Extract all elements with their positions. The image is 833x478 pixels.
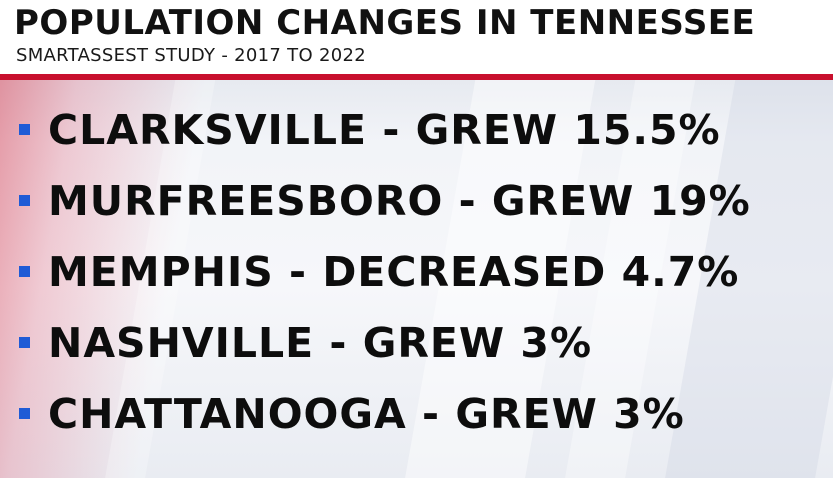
square-bullet-icon: [19, 408, 30, 419]
list-item: NASHVILLE - GREW 3%: [0, 313, 833, 384]
square-bullet-icon: [19, 124, 30, 135]
list-item: MURFREESBORO - GREW 19%: [0, 171, 833, 242]
list-item-text: MURFREESBORO - GREW 19%: [48, 177, 751, 225]
list-item: CLARKSVILLE - GREW 15.5%: [0, 100, 833, 171]
accent-bar: [0, 74, 833, 80]
list-item: MEMPHIS - DECREASED 4.7%: [0, 242, 833, 313]
page-subtitle: SMARTASSEST STUDY - 2017 TO 2022: [16, 45, 366, 66]
list-item-text: CLARKSVILLE - GREW 15.5%: [48, 106, 721, 154]
square-bullet-icon: [19, 337, 30, 348]
square-bullet-icon: [19, 195, 30, 206]
header-banner: POPULATION CHANGES IN TENNESSEE SMARTASS…: [0, 0, 833, 74]
list-item-text: CHATTANOOGA - GREW 3%: [48, 390, 685, 438]
square-bullet-icon: [19, 266, 30, 277]
list-item-text: MEMPHIS - DECREASED 4.7%: [48, 248, 740, 296]
page-title: POPULATION CHANGES IN TENNESSEE: [14, 3, 756, 43]
list-item-text: NASHVILLE - GREW 3%: [48, 319, 593, 367]
list-item: CHATTANOOGA - GREW 3%: [0, 384, 833, 455]
city-list: CLARKSVILLE - GREW 15.5% MURFREESBORO - …: [0, 100, 833, 455]
